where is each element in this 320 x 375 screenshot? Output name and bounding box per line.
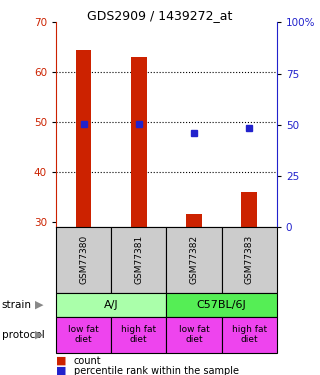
Text: ■: ■ <box>56 356 67 366</box>
Bar <box>56 317 111 352</box>
Text: GSM77382: GSM77382 <box>189 235 198 284</box>
Bar <box>56 292 166 317</box>
Text: GDS2909 / 1439272_at: GDS2909 / 1439272_at <box>87 9 233 22</box>
Text: GSM77380: GSM77380 <box>79 235 88 284</box>
Bar <box>111 317 166 352</box>
Text: GSM77381: GSM77381 <box>134 235 143 284</box>
Bar <box>111 227 166 292</box>
Bar <box>56 227 111 292</box>
Text: low fat
diet: low fat diet <box>179 325 209 344</box>
Bar <box>242 192 257 227</box>
Text: low fat
diet: low fat diet <box>68 325 99 344</box>
Text: GSM77383: GSM77383 <box>245 235 254 284</box>
Text: strain: strain <box>2 300 32 310</box>
Bar <box>131 57 147 227</box>
Bar <box>166 227 222 292</box>
Text: ■: ■ <box>56 366 67 375</box>
Bar <box>222 227 277 292</box>
Bar <box>166 317 222 352</box>
Bar <box>222 317 277 352</box>
Bar <box>76 50 91 227</box>
Text: percentile rank within the sample: percentile rank within the sample <box>74 366 239 375</box>
Text: count: count <box>74 356 101 366</box>
Text: high fat
diet: high fat diet <box>121 325 156 344</box>
Text: ▶: ▶ <box>35 300 43 310</box>
Text: protocol: protocol <box>2 330 44 340</box>
Text: ▶: ▶ <box>35 330 43 340</box>
Bar <box>186 214 202 227</box>
Text: high fat
diet: high fat diet <box>232 325 267 344</box>
Bar <box>166 292 277 317</box>
Text: A/J: A/J <box>104 300 118 310</box>
Text: C57BL/6J: C57BL/6J <box>197 300 246 310</box>
